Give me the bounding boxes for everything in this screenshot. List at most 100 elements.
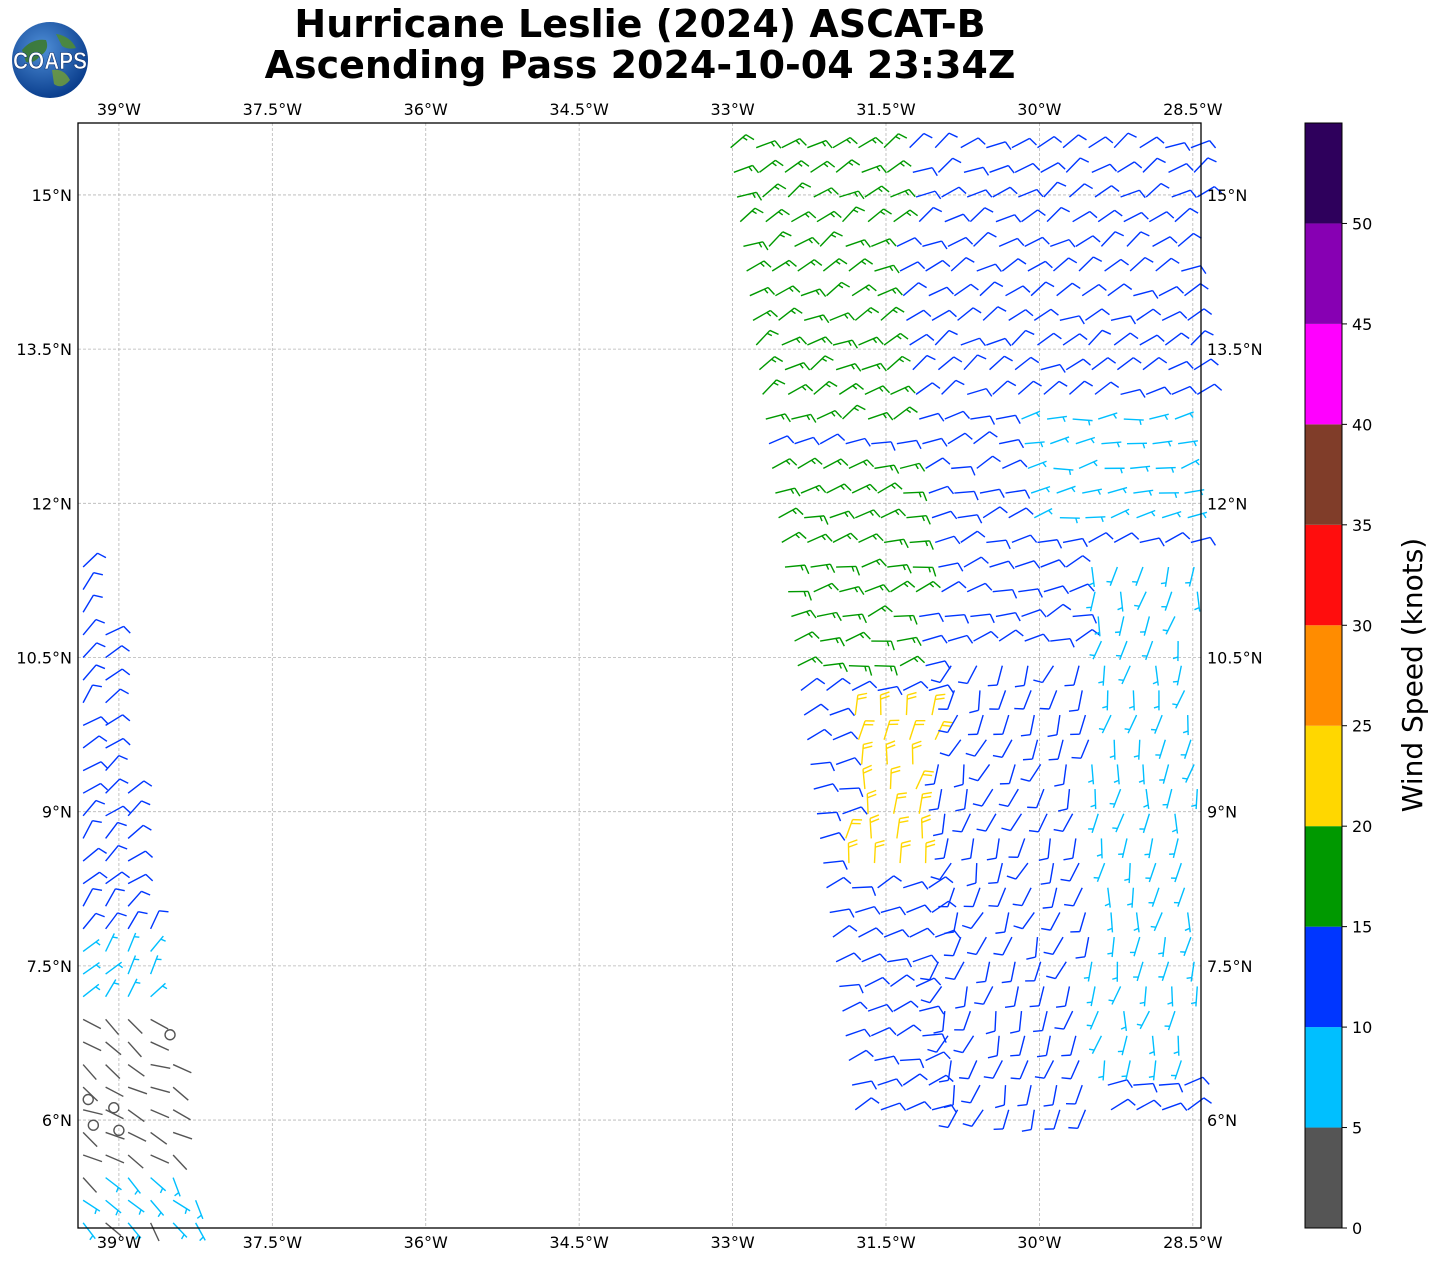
wind-barb xyxy=(1075,936,1090,959)
wind-barb xyxy=(1098,1060,1106,1081)
wind-barb xyxy=(944,912,959,935)
wind-barb xyxy=(1190,139,1217,149)
longitude-labels-bottom: 39°W 37.5°W 36°W 34.5°W 33°W 31.5°W 30°W 28.5°W xyxy=(97,1233,1223,1252)
wind-barb xyxy=(995,414,1021,424)
wind-barb xyxy=(1117,591,1124,612)
wind-barb xyxy=(957,307,982,321)
wind-barb xyxy=(1038,838,1051,862)
wind-barb xyxy=(938,714,959,734)
wind-barb xyxy=(930,862,952,881)
wind-barb xyxy=(1136,1099,1162,1111)
lat-tick-label-left: 13.5°N xyxy=(16,340,72,359)
wind-barb xyxy=(150,1086,171,1094)
wind-barb xyxy=(127,910,148,930)
wind-barb xyxy=(1168,163,1194,173)
wind-barb xyxy=(150,1131,168,1145)
wind-barb xyxy=(902,680,929,692)
title-line-2: Ascending Pass 2024-10-04 23:34Z xyxy=(264,43,1016,87)
wind-barb xyxy=(1005,285,1031,297)
wind-barb xyxy=(848,258,874,272)
wind-barb xyxy=(915,580,941,593)
wind-barb xyxy=(1050,238,1076,248)
wind-barb xyxy=(1113,132,1137,149)
colorbar-segment xyxy=(1305,826,1342,927)
wind-barb xyxy=(758,356,784,371)
wind-barb xyxy=(1140,616,1151,636)
wind-barb xyxy=(784,564,810,575)
wind-barb xyxy=(869,814,880,839)
wind-barb xyxy=(794,631,820,642)
wind-barb xyxy=(960,337,987,347)
wind-barb xyxy=(1046,603,1072,617)
wind-barb xyxy=(992,739,1013,758)
wind-barb xyxy=(1088,532,1114,543)
wind-barb xyxy=(1106,566,1119,586)
wind-barb xyxy=(961,1084,981,1104)
wind-barb xyxy=(1139,334,1165,346)
wind-barb xyxy=(957,514,983,524)
wind-barb xyxy=(963,166,990,176)
wind-barb xyxy=(1136,308,1162,321)
wind-barb xyxy=(955,986,968,1009)
wind-barb xyxy=(1178,440,1199,447)
wind-barb xyxy=(1187,308,1213,321)
wind-barb xyxy=(922,1033,947,1043)
wind-barb xyxy=(967,714,984,736)
wind-barb xyxy=(947,236,974,247)
wind-barb xyxy=(82,962,101,975)
wind-barb xyxy=(826,281,851,297)
wind-barb xyxy=(1094,185,1120,198)
wind-barb xyxy=(1162,616,1176,635)
wind-barb xyxy=(1180,936,1192,957)
wind-barb xyxy=(1136,1010,1150,1030)
wind-barb xyxy=(928,788,943,811)
wind-barb xyxy=(912,354,936,371)
wind-barb xyxy=(1026,937,1039,960)
wind-barb xyxy=(1053,257,1078,272)
wind-barb xyxy=(82,799,106,817)
wind-barb xyxy=(995,912,1010,934)
wind-barb xyxy=(127,890,151,907)
wind-barb xyxy=(1155,739,1166,760)
wind-barb xyxy=(858,927,884,938)
lat-tick-label-right: 13.5°N xyxy=(1207,340,1263,359)
latitude-labels-right: 15°N 13.5°N 12°N 10.5°N 9°N 7.5°N 6°N xyxy=(1207,186,1263,1130)
wind-barb xyxy=(804,515,829,525)
wind-barb xyxy=(172,1177,181,1197)
wind-barb xyxy=(150,1109,170,1119)
wind-barb xyxy=(983,1060,1003,1079)
wind-barb xyxy=(1064,887,1083,907)
wind-barb xyxy=(105,871,130,885)
graticule xyxy=(78,123,1201,1228)
wind-barb xyxy=(1133,961,1144,982)
wind-barb xyxy=(1070,912,1087,933)
wind-barb xyxy=(832,339,859,349)
wind-barb xyxy=(1044,1109,1061,1130)
wind-barb xyxy=(933,1011,946,1034)
wind-barb xyxy=(953,1035,975,1054)
wind-barb xyxy=(1033,507,1053,519)
wind-barb xyxy=(900,1058,925,1069)
wind-barb xyxy=(1184,1076,1210,1086)
wind-barb xyxy=(943,1085,956,1109)
wind-barb xyxy=(877,685,903,696)
wind-barb xyxy=(82,571,104,591)
wind-barb xyxy=(1130,465,1151,472)
wind-barb xyxy=(1062,537,1088,548)
map-title: Hurricane Leslie (2024) ASCAT-B Ascendin… xyxy=(140,4,1140,86)
wind-barb xyxy=(973,231,997,247)
wind-barb xyxy=(749,286,776,297)
wind-barb xyxy=(1088,329,1112,346)
wind-barb xyxy=(1014,356,1040,371)
wind-barb xyxy=(150,1063,171,1070)
wind-barb xyxy=(82,1222,96,1241)
wind-barb xyxy=(963,556,989,568)
wind-barb xyxy=(1082,488,1102,495)
wind-barb xyxy=(826,483,852,494)
wind-barb xyxy=(1153,690,1160,711)
wind-barb xyxy=(1118,838,1128,859)
wind-barb xyxy=(1113,332,1139,346)
wind-barb xyxy=(127,1018,143,1034)
wind-barb xyxy=(1070,714,1087,736)
wind-barb xyxy=(1113,532,1140,544)
